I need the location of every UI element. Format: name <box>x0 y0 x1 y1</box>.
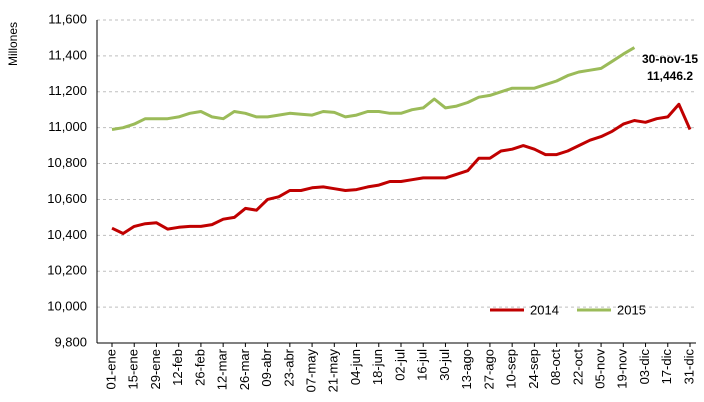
x-tick-label: 15-ene <box>126 349 141 389</box>
y-tick-label: 10,200 <box>47 263 87 278</box>
x-tick-label: 05-nov <box>593 349 608 389</box>
x-tick-label: 19-nov <box>615 349 630 389</box>
x-tick-label: 31-dic <box>681 349 696 385</box>
legend-label: 2015 <box>617 302 646 317</box>
y-tick-label: 10,800 <box>47 155 87 170</box>
annotation-value: 11,446.2 <box>647 69 693 83</box>
x-tick-label: 10-sep <box>504 349 519 389</box>
y-tick-label: 11,400 <box>48 47 87 62</box>
x-tick-label: 24-sep <box>526 349 541 389</box>
x-tick-label: 30-jul <box>437 349 452 381</box>
x-tick-label: 09-abr <box>259 348 274 386</box>
y-tick-label: 11,200 <box>48 83 87 98</box>
x-tick-label: 07-may <box>304 349 319 393</box>
x-tick-label: 08-oct <box>548 349 563 386</box>
x-tick-label: 01-ene <box>103 349 118 389</box>
x-tick-label: 26-feb <box>192 349 207 386</box>
x-tick-label: 23-abr <box>281 348 296 386</box>
x-tick-label: 03-dic <box>637 349 652 385</box>
y-tick-label: 11,000 <box>48 119 87 134</box>
x-tick-label: 27-ago <box>481 349 496 389</box>
x-tick-label: 29-ene <box>148 349 163 389</box>
x-tick-label: 17-dic <box>659 349 674 385</box>
y-axis-label: Millones <box>6 22 20 66</box>
y-tick-label: 10,000 <box>47 299 87 314</box>
x-tick-label: 18-jun <box>370 349 385 385</box>
x-tick-label: 22-oct <box>570 349 585 386</box>
y-tick-label: 10,400 <box>47 227 87 242</box>
annotation-date: 30-nov-15 <box>642 52 698 66</box>
x-tick-label: 21-may <box>326 349 341 393</box>
x-tick-label: 26-mar <box>237 348 252 390</box>
x-tick-label: 12-mar <box>215 348 230 390</box>
series-line <box>111 46 636 131</box>
series-line <box>111 102 692 235</box>
x-tick-label: 13-ago <box>459 349 474 389</box>
y-tick-label: 9,800 <box>54 334 87 349</box>
x-tick-label: 04-jun <box>348 349 363 385</box>
x-tick-label: 16-jul <box>415 349 430 381</box>
legend-label: 2014 <box>530 302 559 317</box>
y-tick-label: 10,600 <box>47 191 87 206</box>
x-tick-label: 12-feb <box>170 349 185 386</box>
y-tick-label: 11,600 <box>48 11 87 26</box>
x-tick-label: 02-jul <box>392 349 407 381</box>
